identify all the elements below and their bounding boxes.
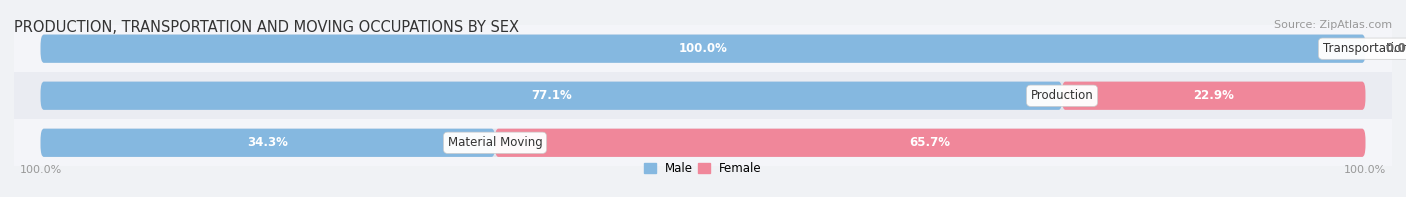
FancyBboxPatch shape	[1062, 82, 1365, 110]
Text: 100.0%: 100.0%	[1344, 165, 1386, 175]
FancyBboxPatch shape	[495, 129, 1365, 157]
FancyBboxPatch shape	[41, 129, 1365, 157]
Text: PRODUCTION, TRANSPORTATION AND MOVING OCCUPATIONS BY SEX: PRODUCTION, TRANSPORTATION AND MOVING OC…	[14, 20, 519, 34]
FancyBboxPatch shape	[41, 35, 1365, 63]
Legend: Male, Female: Male, Female	[640, 158, 766, 180]
Text: Production: Production	[1031, 89, 1094, 102]
FancyBboxPatch shape	[41, 82, 1365, 110]
FancyBboxPatch shape	[41, 129, 495, 157]
Text: 100.0%: 100.0%	[679, 42, 727, 55]
FancyBboxPatch shape	[41, 82, 1062, 110]
Text: Material Moving: Material Moving	[447, 136, 543, 149]
FancyBboxPatch shape	[14, 119, 1392, 166]
Text: 100.0%: 100.0%	[20, 165, 62, 175]
FancyBboxPatch shape	[41, 35, 1365, 63]
Text: 77.1%: 77.1%	[531, 89, 572, 102]
Text: 65.7%: 65.7%	[910, 136, 950, 149]
Text: 22.9%: 22.9%	[1194, 89, 1234, 102]
Text: Transportation: Transportation	[1323, 42, 1406, 55]
Text: 0.0%: 0.0%	[1385, 42, 1406, 55]
Text: Source: ZipAtlas.com: Source: ZipAtlas.com	[1274, 20, 1392, 30]
Text: 34.3%: 34.3%	[247, 136, 288, 149]
FancyBboxPatch shape	[14, 72, 1392, 119]
FancyBboxPatch shape	[14, 25, 1392, 72]
